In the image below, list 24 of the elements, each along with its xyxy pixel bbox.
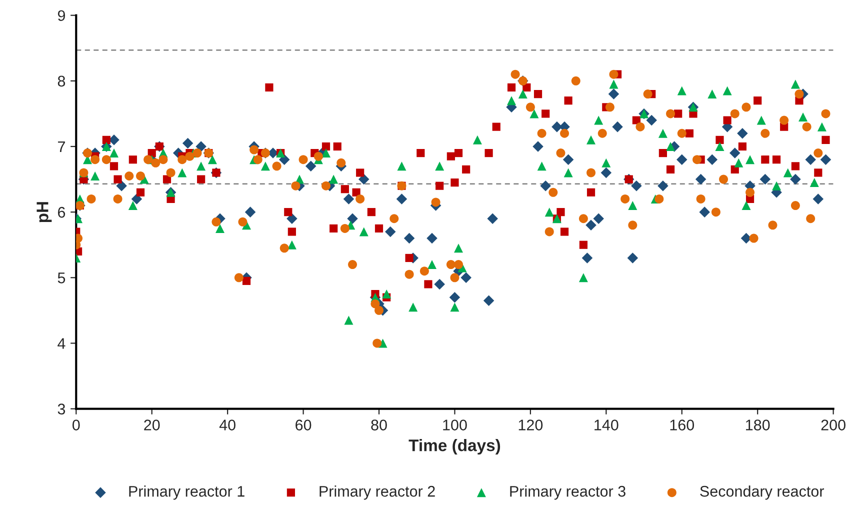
x-tick-label: 20 (144, 420, 160, 430)
y-tick-label: 7 (58, 142, 65, 152)
x-tick-label: 100 (443, 420, 467, 430)
x-tick-label: 200 (821, 420, 846, 430)
x-tick-label: 160 (670, 420, 694, 430)
y-tick-label: 3 (58, 404, 66, 414)
legend-label: Primary reactor 2 (320, 486, 435, 500)
legend-label: Primary reactor 3 (510, 486, 626, 500)
x-tick-label: 60 (296, 420, 312, 430)
x-tick-label: 140 (594, 420, 618, 430)
legend-label: Primary reactor 1 (129, 486, 244, 500)
x-tick-label: 180 (746, 420, 770, 430)
x-tick-label: 120 (518, 420, 543, 430)
y-tick-label: 8 (58, 76, 66, 87)
y-tick-label: 4 (58, 338, 66, 349)
x-tick-label: 0 (72, 420, 80, 430)
y-tick-label: 9 (58, 10, 65, 22)
legend-label: Secondary reactor (700, 486, 824, 500)
y-tick-label: 5 (58, 272, 66, 284)
y-axis-title: pH (36, 202, 52, 222)
x-tick-label: 80 (371, 420, 387, 430)
y-tick-label: 6 (58, 206, 66, 218)
x-axis-title: Time (days) (408, 439, 500, 455)
x-tick-label: 40 (219, 420, 236, 430)
